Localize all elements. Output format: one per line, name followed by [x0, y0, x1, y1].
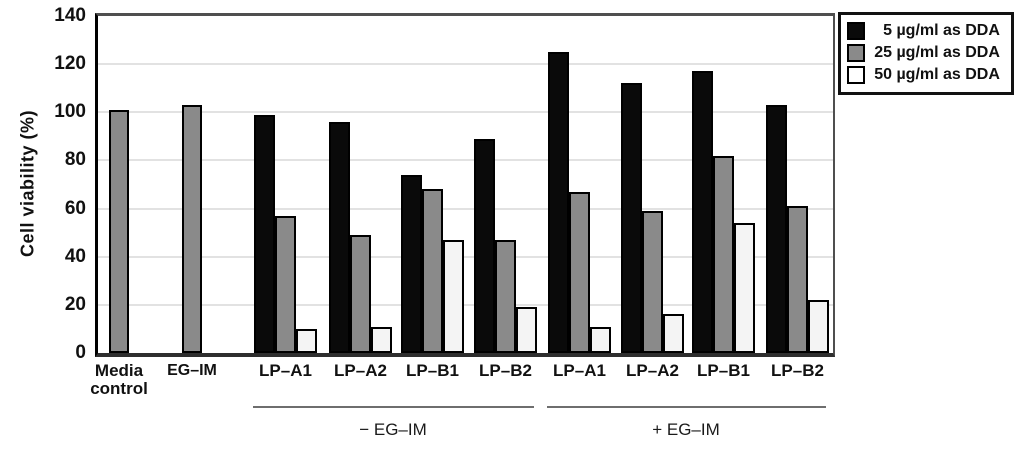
- bar: [109, 110, 129, 353]
- bar: [401, 175, 422, 353]
- x-category-label: LP–B1: [697, 361, 750, 380]
- plot-area: [95, 13, 835, 357]
- legend-label: 5 µg/ml as DDA: [883, 22, 1000, 39]
- bar-group-10: [766, 105, 829, 353]
- legend-label: 25 µg/ml as DDA: [874, 44, 1000, 61]
- bar: [713, 156, 734, 353]
- bar-group-6: [474, 139, 537, 353]
- x-category-label: LP–A1: [553, 361, 606, 380]
- legend-item: 25 µg/ml as DDA: [847, 42, 1005, 64]
- y-tick-label: 20: [64, 293, 86, 315]
- bar: [642, 211, 663, 353]
- bar: [182, 105, 202, 353]
- gridline-20: [98, 303, 833, 306]
- x-category-label: LP–A1: [259, 361, 312, 380]
- legend-item: 5 µg/ml as DDA: [847, 20, 1005, 42]
- legend-swatch: [847, 44, 865, 62]
- bar: [621, 83, 642, 353]
- section-underline-2: [546, 406, 826, 408]
- bar: [371, 327, 392, 353]
- x-category-label: LP–B2: [479, 361, 532, 380]
- bar-group-3: [254, 115, 317, 353]
- section-underline-1: [252, 406, 534, 408]
- bar-group-4: [329, 122, 392, 353]
- section-label-1: − EG–IM: [359, 420, 427, 439]
- bar-group-1: [109, 110, 129, 353]
- x-category-label: LP–B2: [771, 361, 824, 380]
- x-category-label: EG–IM: [167, 362, 217, 379]
- x-category-label: Media control: [90, 361, 148, 398]
- legend-item: 50 µg/ml as DDA: [847, 64, 1005, 86]
- y-tick-label: 120: [54, 53, 86, 75]
- bar-group-5: [401, 175, 464, 353]
- bar: [766, 105, 787, 353]
- section-label-2: + EG–IM: [652, 420, 720, 439]
- bar: [495, 240, 516, 353]
- bar: [590, 327, 611, 353]
- bar: [443, 240, 464, 353]
- bar: [734, 223, 755, 353]
- bar: [808, 300, 829, 353]
- gridline-80: [98, 159, 833, 162]
- y-tick-label: 80: [64, 149, 86, 171]
- y-tick-label: 0: [75, 342, 86, 363]
- bar: [275, 216, 296, 353]
- bar: [254, 115, 275, 353]
- x-category-label: LP–A2: [334, 361, 387, 380]
- bar: [692, 71, 713, 353]
- bar-group-8: [621, 83, 684, 353]
- x-category-label: LP–A2: [626, 361, 679, 380]
- bar: [329, 122, 350, 353]
- bar-group-9: [692, 71, 755, 353]
- bar-group-7: [548, 52, 611, 353]
- y-tick-label: 140: [54, 5, 86, 26]
- legend-swatch: [847, 22, 865, 40]
- legend: 5 µg/ml as DDA 25 µg/ml as DDA 50 µg/ml as…: [838, 12, 1014, 95]
- bar: [474, 139, 495, 353]
- y-tick-label: 60: [64, 197, 86, 219]
- gridline-40: [98, 255, 833, 258]
- legend-label: 50 µg/ml as DDA: [874, 66, 1000, 83]
- y-tick-label: 40: [64, 245, 86, 267]
- gridline-60: [98, 207, 833, 210]
- legend-swatch: [847, 66, 865, 84]
- bar: [548, 52, 569, 353]
- gridline-120: [98, 63, 833, 66]
- y-tick-label: 100: [54, 101, 86, 123]
- bar: [663, 314, 684, 353]
- bar: [787, 206, 808, 353]
- bar: [516, 307, 537, 353]
- bar: [350, 235, 371, 353]
- gridline-100: [98, 111, 833, 114]
- bar: [422, 189, 443, 353]
- bar: [296, 329, 317, 353]
- bar: [569, 192, 590, 353]
- x-category-label: LP–B1: [406, 361, 459, 380]
- bar-group-2: [182, 105, 202, 353]
